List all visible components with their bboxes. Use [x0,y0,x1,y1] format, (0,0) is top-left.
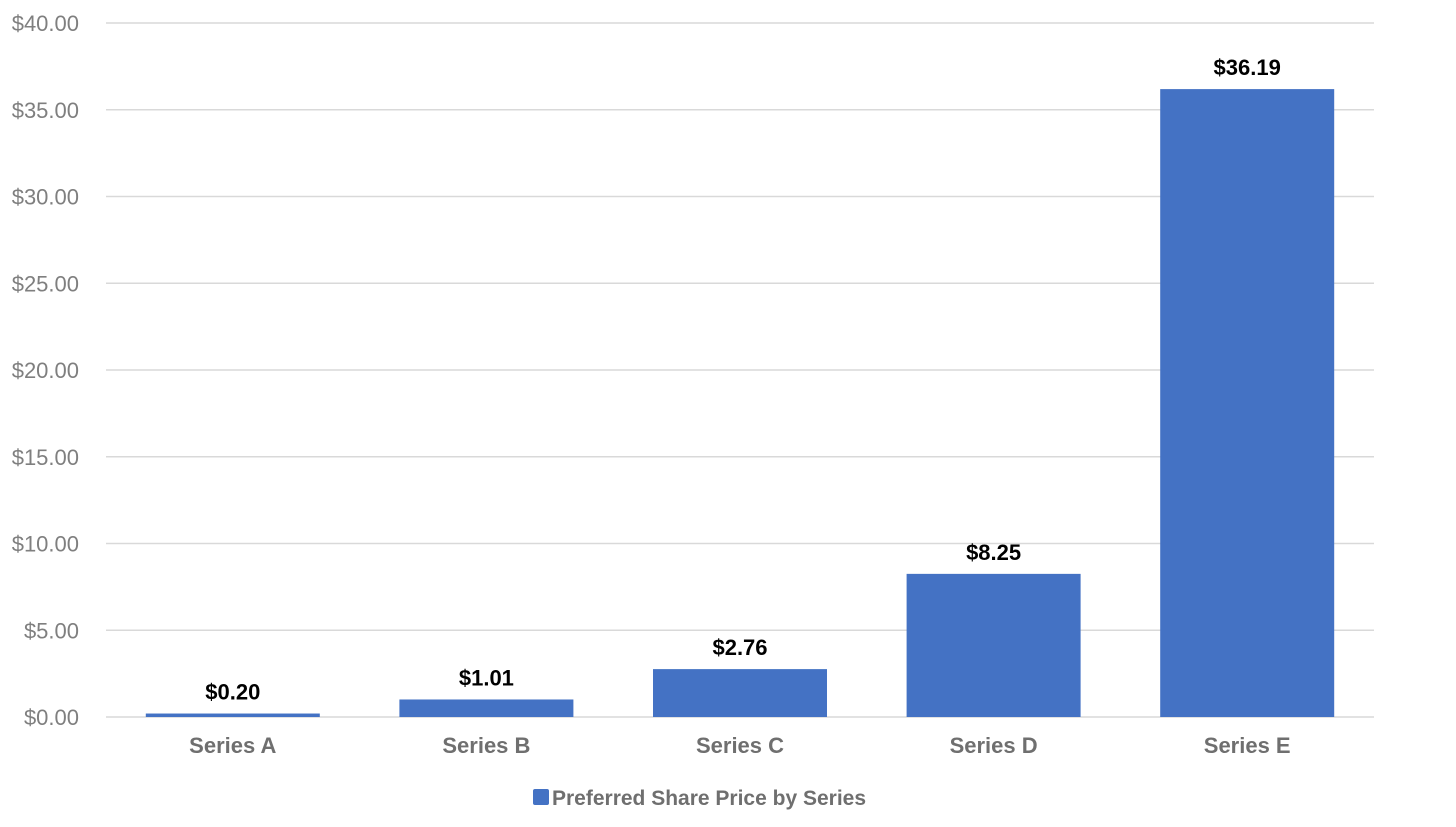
y-tick-label: $35.00 [12,98,79,123]
y-tick-label: $5.00 [24,618,79,643]
y-tick-label: $30.00 [12,185,79,210]
data-label: $8.25 [966,540,1021,565]
data-labels: $0.20 $1.01 $2.76 $8.25 $36.19 [205,55,1281,704]
data-label: $2.76 [712,635,767,660]
y-tick-label: $10.00 [12,532,79,557]
data-label: $0.20 [205,680,260,705]
y-tick-label: $40.00 [12,11,79,36]
data-label: $1.01 [459,665,514,690]
bar-series-e[interactable] [1160,89,1335,717]
legend-label: Preferred Share Price by Series [552,787,866,810]
x-tick-label: Series B [442,733,530,758]
x-tick-label: Series C [696,733,784,758]
bar-series-d[interactable] [906,573,1081,717]
bar-series-b[interactable] [399,699,574,717]
data-label: $36.19 [1214,55,1281,80]
y-tick-label: $25.00 [12,271,79,296]
x-tick-label: Series D [950,733,1038,758]
y-tick-label: $15.00 [12,445,79,470]
legend-swatch [533,789,549,805]
y-tick-label: $20.00 [12,358,79,383]
x-tick-label: Series A [189,733,276,758]
bar-series-c[interactable] [653,669,827,717]
legend[interactable]: Preferred Share Price by Series [533,787,866,810]
y-tick-label: $0.00 [24,705,79,730]
bar-series-a[interactable] [145,713,320,717]
x-axis-category-labels: Series A Series B Series C Series D Series E [189,733,1290,758]
x-tick-label: Series E [1204,733,1291,758]
y-axis-tick-labels: $0.00 $5.00 $10.00 $15.00 $20.00 $25.00 $30.00… [12,11,79,730]
gridlines [106,22,1374,718]
bars [145,89,1335,717]
